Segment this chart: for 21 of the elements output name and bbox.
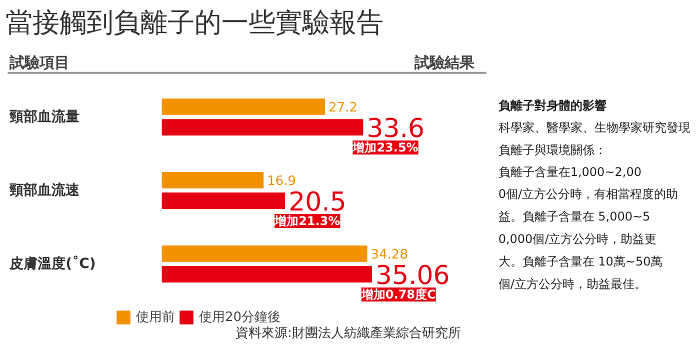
y-tick-label: 頸部血流速	[8, 181, 81, 198]
bar	[162, 245, 368, 262]
bar	[162, 172, 264, 188]
data-label: 27.2	[328, 100, 358, 116]
legend-label: 使用前	[136, 309, 175, 326]
text: 負離子對身體的影響	[498, 98, 606, 113]
y-tick-label: 皮膚溫度(˚C)	[8, 254, 96, 272]
data-label: 16.9	[267, 174, 296, 190]
bar	[162, 98, 326, 115]
source-note: 資料來源:財團法人紡織產業綜合研究所	[236, 326, 461, 342]
data-label: 34.28	[370, 248, 408, 263]
y-tick-label: 頸部血流量	[8, 108, 80, 125]
chart-title: 當接觸到負離子的一些實驗報告	[6, 8, 384, 38]
text: 負離子含量在1,000~2,000個/立方公分時，有相當程度的助益。負離子含量在 5,000~50,000個/立方公分時，助益更大。負離子含量在 10萬~50萬個/立方公分時，助益最佳。	[498, 164, 678, 291]
bar	[162, 119, 364, 136]
legend-label: 使用20分鐘後	[199, 309, 281, 326]
text: 試驗項目	[8, 53, 70, 72]
bar	[162, 192, 286, 209]
text: 試驗結果	[413, 53, 476, 72]
text: 科學家、醫學家、生物學家研究發現負離子與環境關係：	[498, 120, 690, 158]
bar	[162, 266, 372, 282]
